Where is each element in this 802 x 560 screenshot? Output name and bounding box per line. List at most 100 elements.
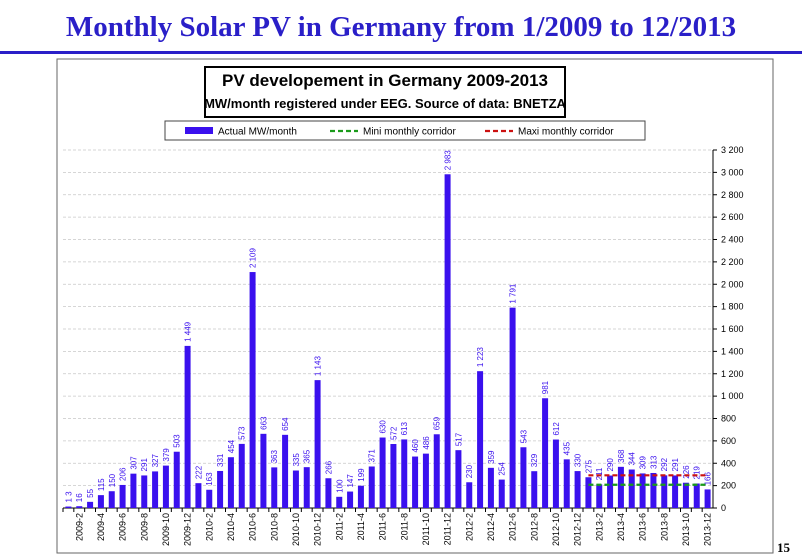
value-label: 211 bbox=[595, 467, 604, 480]
value-label: 435 bbox=[563, 441, 572, 455]
value-label: 291 bbox=[671, 458, 680, 472]
y-tick-label: 3 200 bbox=[721, 145, 744, 155]
y-tick-label: 1 400 bbox=[721, 346, 744, 356]
y-tick-label: 1 000 bbox=[721, 391, 744, 401]
bar bbox=[347, 491, 354, 508]
y-tick-label: 3 000 bbox=[721, 167, 744, 177]
value-label: 330 bbox=[574, 453, 583, 467]
bar bbox=[563, 459, 570, 508]
chart-title-box bbox=[204, 66, 566, 118]
value-label: 115 bbox=[97, 478, 106, 491]
bar bbox=[444, 174, 451, 509]
value-label: 344 bbox=[628, 452, 637, 466]
bar bbox=[227, 457, 234, 508]
value-label: 313 bbox=[649, 455, 658, 469]
x-tick-label: 2011-8 bbox=[399, 513, 409, 540]
x-tick-label: 2013-4 bbox=[616, 513, 626, 541]
value-label: 2 109 bbox=[249, 247, 258, 268]
bar bbox=[130, 473, 137, 508]
value-label: 327 bbox=[151, 454, 160, 468]
value-label: 290 bbox=[606, 458, 615, 472]
value-label: 663 bbox=[259, 416, 268, 430]
value-label: 150 bbox=[108, 473, 117, 487]
x-tick-label: 2009-12 bbox=[183, 513, 193, 546]
value-label: 517 bbox=[454, 432, 463, 446]
bar bbox=[217, 470, 224, 508]
x-tick-label: 2012-2 bbox=[464, 513, 474, 541]
bar bbox=[520, 447, 527, 508]
value-label: 100 bbox=[335, 479, 344, 493]
x-tick-label: 2012-10 bbox=[551, 513, 561, 546]
value-label: 2 983 bbox=[444, 150, 453, 171]
y-tick-label: 2 400 bbox=[721, 235, 744, 245]
legend-box bbox=[164, 120, 646, 141]
x-tick-label: 2011-10 bbox=[421, 513, 431, 545]
value-label: 275 bbox=[584, 459, 593, 473]
x-tick-label: 2010-4 bbox=[226, 513, 236, 541]
bar bbox=[422, 453, 429, 508]
value-label: 230 bbox=[465, 464, 474, 478]
x-tick-label: 2013-12 bbox=[703, 513, 713, 546]
bar bbox=[303, 467, 310, 508]
bar bbox=[509, 307, 516, 508]
y-tick-label: 2 800 bbox=[721, 190, 744, 200]
bar bbox=[650, 472, 657, 508]
x-tick-label: 2012-12 bbox=[573, 513, 583, 546]
value-label: 572 bbox=[389, 426, 398, 440]
value-label: 368 bbox=[617, 449, 626, 463]
value-label: 612 bbox=[552, 422, 561, 436]
x-tick-label: 2012-6 bbox=[508, 513, 518, 541]
slide-title: Monthly Solar PV in Germany from 1/2009 … bbox=[66, 11, 736, 43]
x-tick-label: 2013-6 bbox=[638, 513, 648, 541]
value-label: 219 bbox=[693, 466, 702, 480]
value-label: 1 143 bbox=[314, 356, 323, 377]
bar bbox=[271, 467, 278, 508]
value-label: 454 bbox=[227, 439, 236, 453]
y-tick-label: 2 200 bbox=[721, 257, 744, 267]
bar bbox=[607, 475, 614, 508]
bar bbox=[704, 489, 711, 508]
chart-title: PV developement in Germany 2009-2013 bbox=[222, 71, 548, 90]
bar bbox=[628, 469, 635, 508]
bar bbox=[97, 495, 104, 508]
bar bbox=[412, 456, 419, 508]
value-label: 222 bbox=[194, 465, 203, 479]
value-label: 16 bbox=[75, 493, 84, 502]
value-label: 365 bbox=[303, 449, 312, 463]
bar bbox=[498, 479, 505, 508]
value-label: 486 bbox=[422, 436, 431, 450]
bar bbox=[76, 506, 83, 508]
bar bbox=[87, 501, 94, 508]
value-label: 371 bbox=[368, 449, 377, 463]
bar bbox=[368, 466, 375, 508]
value-label: 359 bbox=[487, 450, 496, 464]
bar bbox=[238, 443, 245, 508]
bar bbox=[152, 471, 159, 508]
y-tick-label: 1 200 bbox=[721, 369, 744, 379]
x-tick-label: 2012-4 bbox=[486, 513, 496, 541]
value-label: 309 bbox=[639, 456, 648, 470]
value-label: 266 bbox=[324, 460, 333, 474]
bar bbox=[531, 471, 538, 508]
bar bbox=[672, 475, 679, 508]
bar bbox=[379, 437, 386, 508]
bar bbox=[477, 371, 484, 508]
bar bbox=[325, 478, 332, 508]
bar bbox=[693, 483, 700, 508]
bar bbox=[542, 398, 549, 508]
value-label: 329 bbox=[530, 453, 539, 467]
y-tick-label: 800 bbox=[721, 414, 736, 424]
value-label: 206 bbox=[119, 467, 128, 481]
x-tick-label: 2009-8 bbox=[139, 513, 149, 541]
value-label: 654 bbox=[281, 417, 290, 431]
bar bbox=[661, 475, 668, 508]
value-label: 630 bbox=[379, 420, 388, 434]
title-rule bbox=[0, 51, 802, 54]
bar bbox=[433, 434, 440, 508]
value-label: 1 3 bbox=[64, 491, 73, 503]
value-label: 573 bbox=[238, 426, 247, 440]
legend-label: Actual MW/month bbox=[218, 127, 297, 138]
bar bbox=[455, 450, 462, 508]
x-tick-label: 2009-6 bbox=[118, 513, 128, 541]
y-tick-label: 2 600 bbox=[721, 212, 744, 222]
